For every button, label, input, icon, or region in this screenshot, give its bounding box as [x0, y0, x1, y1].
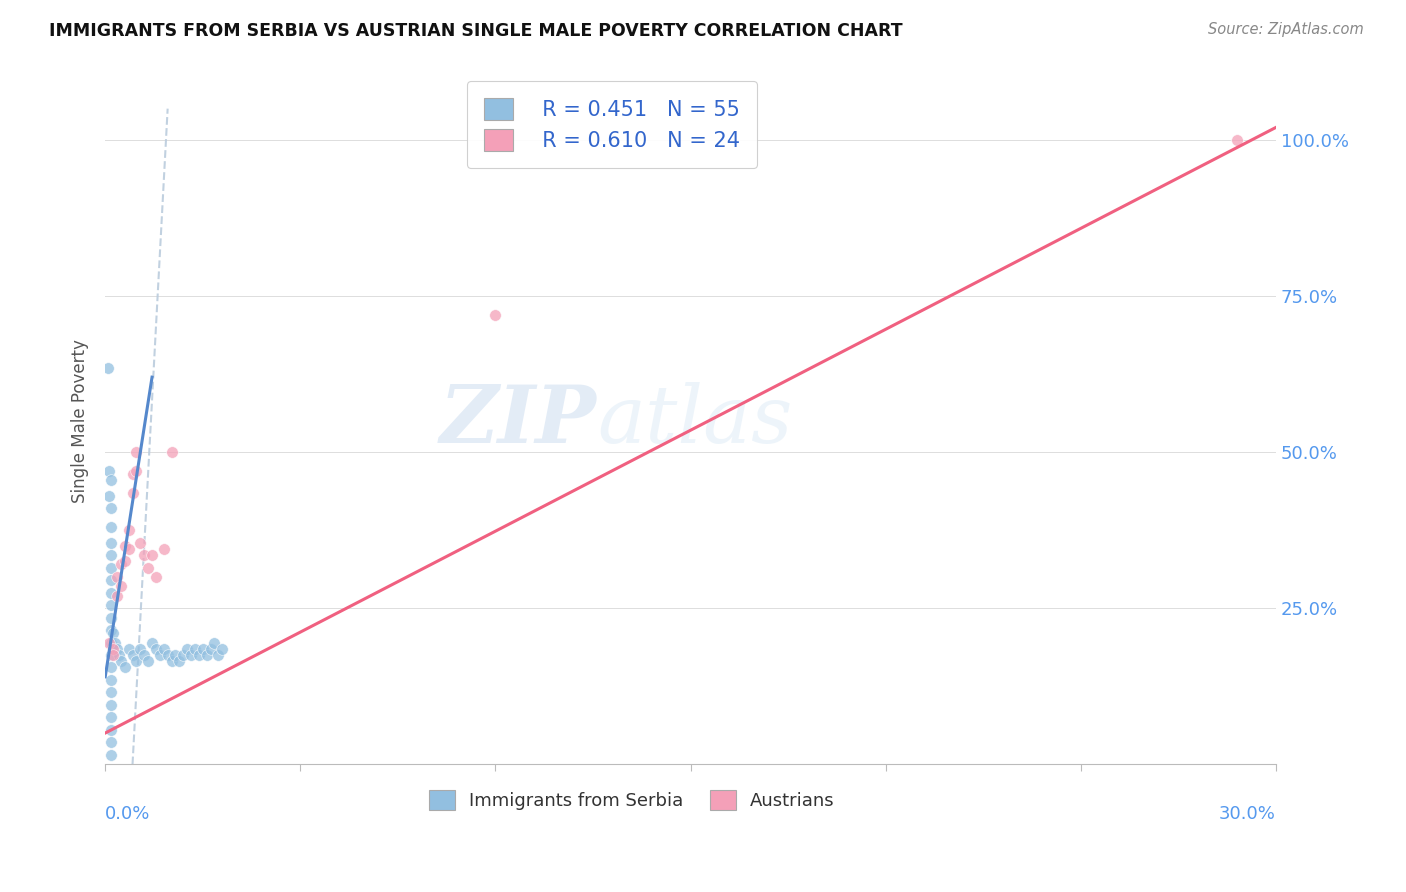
Point [180, 648, 202, 662]
Point [176, 641, 198, 656]
Point [117, 523, 139, 537]
Point [100, 535, 122, 549]
Point [110, 654, 132, 668]
Point [98, 635, 121, 649]
Y-axis label: Single Male Poverty: Single Male Poverty [72, 339, 89, 503]
Point [100, 673, 122, 687]
Point [100, 560, 122, 574]
Point [125, 464, 148, 478]
Point [211, 641, 233, 656]
Point [152, 641, 174, 656]
Point [100, 723, 122, 737]
Point [100, 747, 122, 762]
Point [160, 654, 183, 668]
Point [165, 648, 187, 662]
Point [169, 654, 191, 668]
Point [100, 623, 122, 637]
Point [100, 520, 122, 534]
Point [187, 648, 209, 662]
Point [114, 539, 136, 553]
Point [100, 501, 122, 516]
Point [129, 641, 152, 656]
Point [141, 635, 163, 649]
Point [100, 635, 122, 649]
Point [105, 589, 128, 603]
Point [100, 735, 122, 749]
Point [101, 641, 124, 656]
Point [100, 610, 122, 624]
Text: 30.0%: 30.0% [1219, 805, 1277, 823]
Point [136, 654, 159, 668]
Point [105, 641, 128, 656]
Point [100, 698, 122, 712]
Point [172, 648, 194, 662]
Point [110, 579, 132, 593]
Text: Source: ZipAtlas.com: Source: ZipAtlas.com [1208, 22, 1364, 37]
Point [125, 654, 148, 668]
Point [97, 360, 120, 375]
Point [484, 308, 506, 322]
Point [100, 598, 122, 612]
Point [134, 548, 156, 562]
Point [121, 648, 143, 662]
Text: 0.0%: 0.0% [105, 805, 150, 823]
Point [134, 648, 156, 662]
Point [121, 467, 143, 481]
Text: IMMIGRANTS FROM SERBIA VS AUSTRIAN SINGLE MALE POVERTY CORRELATION CHART: IMMIGRANTS FROM SERBIA VS AUSTRIAN SINGL… [49, 22, 903, 40]
Point [100, 685, 122, 699]
Point [100, 548, 122, 562]
Point [117, 641, 139, 656]
Point [145, 570, 167, 584]
Point [129, 535, 152, 549]
Point [117, 541, 139, 556]
Point [105, 570, 128, 584]
Point [100, 648, 122, 662]
Point [152, 541, 174, 556]
Point [141, 548, 163, 562]
Point [100, 710, 122, 724]
Point [145, 641, 167, 656]
Point [160, 445, 183, 459]
Point [114, 554, 136, 568]
Point [136, 560, 159, 574]
Point [98, 489, 121, 503]
Text: atlas: atlas [598, 382, 793, 459]
Point [200, 641, 222, 656]
Point [101, 648, 124, 662]
Point [191, 641, 214, 656]
Point [184, 641, 207, 656]
Point [100, 585, 122, 599]
Point [104, 635, 127, 649]
Point [100, 573, 122, 587]
Point [101, 626, 124, 640]
Legend: Immigrants from Serbia, Austrians: Immigrants from Serbia, Austrians [422, 782, 842, 817]
Point [114, 660, 136, 674]
Point [1226, 133, 1249, 147]
Text: ZIP: ZIP [440, 382, 598, 459]
Point [149, 648, 172, 662]
Point [195, 648, 218, 662]
Point [121, 485, 143, 500]
Point [156, 648, 179, 662]
Point [110, 558, 132, 572]
Point [204, 635, 226, 649]
Point [100, 473, 122, 487]
Point [100, 660, 122, 674]
Point [98, 464, 121, 478]
Point [125, 445, 148, 459]
Point [108, 648, 131, 662]
Point [207, 648, 229, 662]
